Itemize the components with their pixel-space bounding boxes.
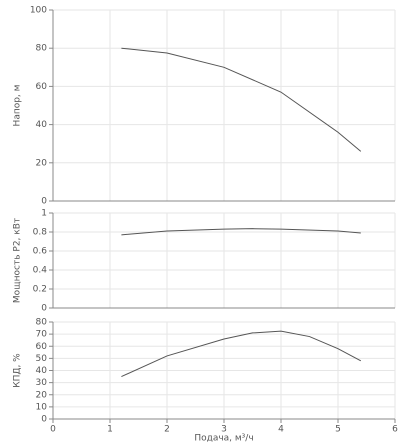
line <box>121 228 361 236</box>
y-tick-label: 10 <box>36 402 48 412</box>
x-tick-label: 2 <box>164 425 170 435</box>
y-tick-label: 40 <box>36 366 48 376</box>
y-tick-label: 0 <box>41 415 47 425</box>
y-tick-label: 0 <box>41 304 47 314</box>
y-tick-label: 20 <box>36 158 48 168</box>
y-axis-label: Напор, м <box>13 85 23 127</box>
y-tick-label: 50 <box>36 354 48 364</box>
x-axis-label: Подача, м³/ч <box>194 434 253 444</box>
y-tick-label: 40 <box>36 120 48 130</box>
y-tick-label: 0.4 <box>33 266 48 276</box>
x-tick-label: 4 <box>278 425 284 435</box>
y-tick-label: 80 <box>36 44 48 54</box>
y-tick-label: 100 <box>30 6 47 16</box>
x-tick-label: 3 <box>221 425 227 435</box>
y-tick-label: 0 <box>41 197 47 207</box>
y-tick-label: 0.2 <box>33 285 47 295</box>
y-tick-label: 0.8 <box>33 228 48 238</box>
y-axis-label: Мощность P2, кВт <box>13 218 23 303</box>
y-tick-label: 60 <box>36 82 48 92</box>
line <box>121 330 362 378</box>
x-tick-label: 1 <box>107 425 113 435</box>
x-tick-label: 6 <box>392 425 398 435</box>
y-tick-label: 1 <box>41 209 47 219</box>
y-axis-label: КПД, % <box>13 353 23 388</box>
y-tick-label: 30 <box>36 378 48 388</box>
y-tick-label: 80 <box>36 318 48 328</box>
line <box>121 47 362 152</box>
y-tick-label: 20 <box>36 390 48 400</box>
x-tick-label: 5 <box>335 425 341 435</box>
y-tick-label: 60 <box>36 342 48 352</box>
x-tick-label: 0 <box>50 425 56 435</box>
y-tick-label: 70 <box>36 330 48 340</box>
y-tick-label: 0.6 <box>33 247 48 257</box>
